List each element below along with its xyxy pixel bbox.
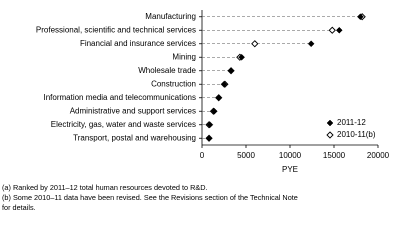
x-tick-label: 10000 (279, 151, 302, 160)
legend-label: 2011-12 (337, 118, 366, 127)
data-point (238, 53, 245, 61)
legend-marker (326, 131, 334, 139)
legend-marker (326, 119, 334, 127)
y-tick-label: Administrative and support services (70, 106, 196, 115)
legend-label: 2010-11(b) (337, 130, 376, 139)
data-point (206, 121, 214, 129)
x-tick-label: 0 (200, 151, 205, 160)
data-point (220, 80, 228, 88)
data-point (307, 40, 315, 48)
y-tick-label: Wholesale trade (138, 66, 196, 75)
y-tick-label: Transport, postal and warehousing (73, 133, 196, 142)
footnote: (b) Some 2010–11 data have been revised.… (2, 193, 298, 202)
x-axis-label: PYE (282, 165, 298, 174)
y-tick-label: Electricity, gas, water and waste servic… (51, 120, 196, 129)
data-point (215, 94, 223, 102)
footnote: for details. (2, 203, 36, 212)
y-tick-label: Financial and insurance services (80, 39, 196, 48)
footnote: (a) Ranked by 2011–12 total human resour… (2, 183, 208, 192)
data-point (335, 26, 343, 34)
y-tick-label: Mining (172, 52, 196, 61)
data-point (328, 26, 336, 34)
data-point (205, 134, 213, 142)
x-tick-label: 15000 (323, 151, 346, 160)
y-tick-label: Construction (151, 79, 196, 88)
chart: 0 5000 10000 15000 20000 PYE Manufacturing Prof… (2, 10, 390, 212)
y-tick-label: Professional, scientific and technical s… (36, 25, 196, 34)
x-tick-label: 20000 (367, 151, 390, 160)
data-point (227, 67, 235, 75)
y-tick-label: Information media and telecommunications (43, 93, 196, 102)
data-point (251, 40, 259, 48)
y-tick-label: Manufacturing (145, 12, 196, 21)
data-point (357, 13, 364, 21)
x-tick-label: 5000 (237, 151, 255, 160)
data-point (210, 107, 218, 115)
